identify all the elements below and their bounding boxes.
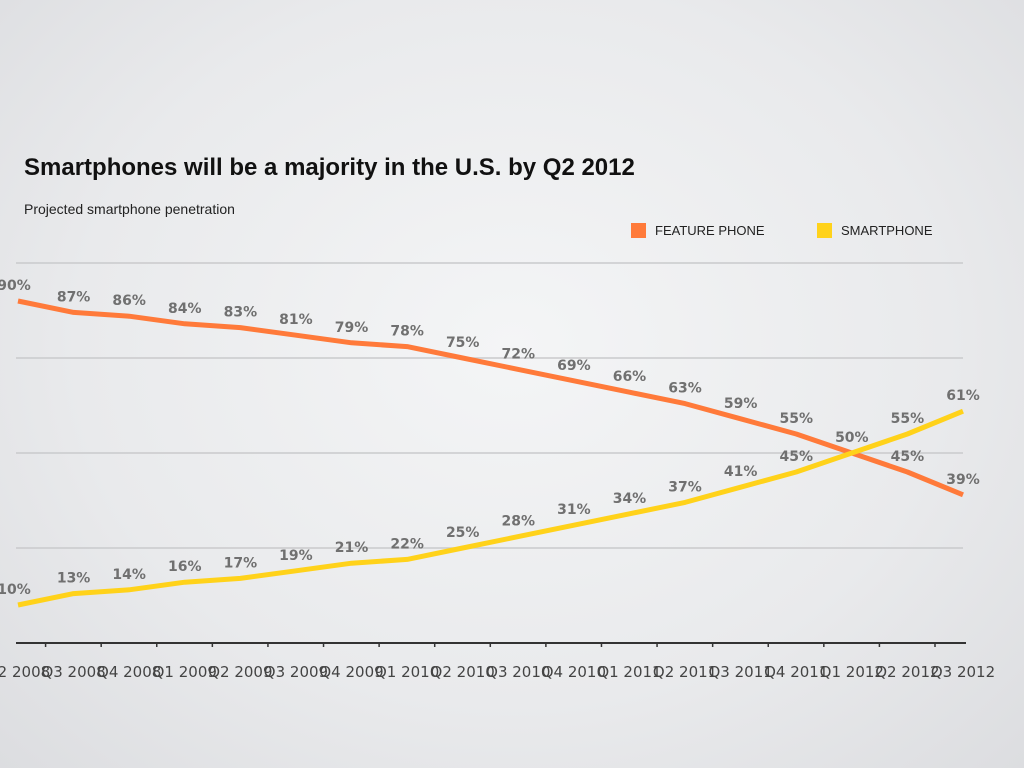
chart-subtitle: Projected smartphone penetration xyxy=(24,201,235,217)
data-label: 63% xyxy=(668,381,702,397)
x-tick-label: Q3 2008 xyxy=(41,663,105,681)
data-label: 25% xyxy=(446,525,480,541)
data-label: 22% xyxy=(390,536,424,552)
data-label: 37% xyxy=(668,479,702,495)
x-tick-label: Q4 2009 xyxy=(319,663,383,681)
legend-item-smartphone: SMARTPHONE xyxy=(817,223,933,238)
x-tick-label: Q2 2010 xyxy=(431,663,495,681)
x-tick-label: Q2 2008 xyxy=(0,663,50,681)
x-tick-label: Q4 2008 xyxy=(97,663,161,681)
data-label: 72% xyxy=(502,346,536,362)
data-label: 75% xyxy=(446,335,480,351)
data-label: 45% xyxy=(779,449,813,465)
x-tick-label: Q2 2011 xyxy=(653,663,717,681)
legend-swatch-feature-phone xyxy=(631,223,646,238)
data-label: 66% xyxy=(613,369,647,385)
x-tick-label: Q4 2010 xyxy=(542,663,606,681)
data-label: 69% xyxy=(557,358,591,374)
data-label: 21% xyxy=(335,540,369,556)
legend-item-feature-phone: FEATURE PHONE xyxy=(631,223,765,238)
data-label: 90% xyxy=(0,278,31,294)
data-label: 14% xyxy=(112,567,146,583)
data-label: 84% xyxy=(168,301,202,317)
data-label: 45% xyxy=(891,449,925,465)
x-tick-label: Q1 2012 xyxy=(820,663,884,681)
legend-label: FEATURE PHONE xyxy=(655,223,765,238)
data-label: 31% xyxy=(557,502,591,518)
x-tick-label: Q3 2010 xyxy=(486,663,550,681)
x-tick-label: Q1 2010 xyxy=(375,663,439,681)
x-tick-label: Q3 2011 xyxy=(708,663,772,681)
x-tick-label: Q2 2009 xyxy=(208,663,272,681)
x-tick-label: Q3 2009 xyxy=(264,663,328,681)
chart-title: Smartphones will be a majority in the U.… xyxy=(24,154,635,181)
series-line-smartphone xyxy=(17,408,964,608)
data-label: 61% xyxy=(946,388,980,404)
data-label: 16% xyxy=(168,559,202,575)
data-label: 17% xyxy=(224,555,258,571)
x-tick-label: Q1 2011 xyxy=(597,663,661,681)
data-label: 10% xyxy=(0,582,31,598)
data-label: 55% xyxy=(891,411,925,427)
x-tick-label: Q1 2009 xyxy=(153,663,217,681)
data-label: 39% xyxy=(946,472,980,488)
series-line-feature-phone xyxy=(17,298,964,498)
data-label: 55% xyxy=(779,411,813,427)
data-label: 87% xyxy=(57,289,91,305)
data-label: 41% xyxy=(724,464,758,480)
x-tick-label: Q4 2011 xyxy=(764,663,828,681)
data-label: 13% xyxy=(57,571,91,587)
data-label: 86% xyxy=(112,293,146,309)
x-tick-label: Q2 2012 xyxy=(875,663,939,681)
data-label: 79% xyxy=(335,320,369,336)
data-label: 83% xyxy=(224,305,258,321)
legend-swatch-smartphone xyxy=(817,223,832,238)
legend-label: SMARTPHONE xyxy=(841,223,933,238)
data-label: 81% xyxy=(279,312,313,328)
data-label: 59% xyxy=(724,396,758,412)
data-label: 50% xyxy=(835,430,869,446)
data-label: 28% xyxy=(502,514,536,530)
x-tick-label: Q3 2012 xyxy=(931,663,995,681)
data-label: 34% xyxy=(613,491,647,507)
data-label: 78% xyxy=(390,324,424,340)
data-label: 19% xyxy=(279,548,313,564)
